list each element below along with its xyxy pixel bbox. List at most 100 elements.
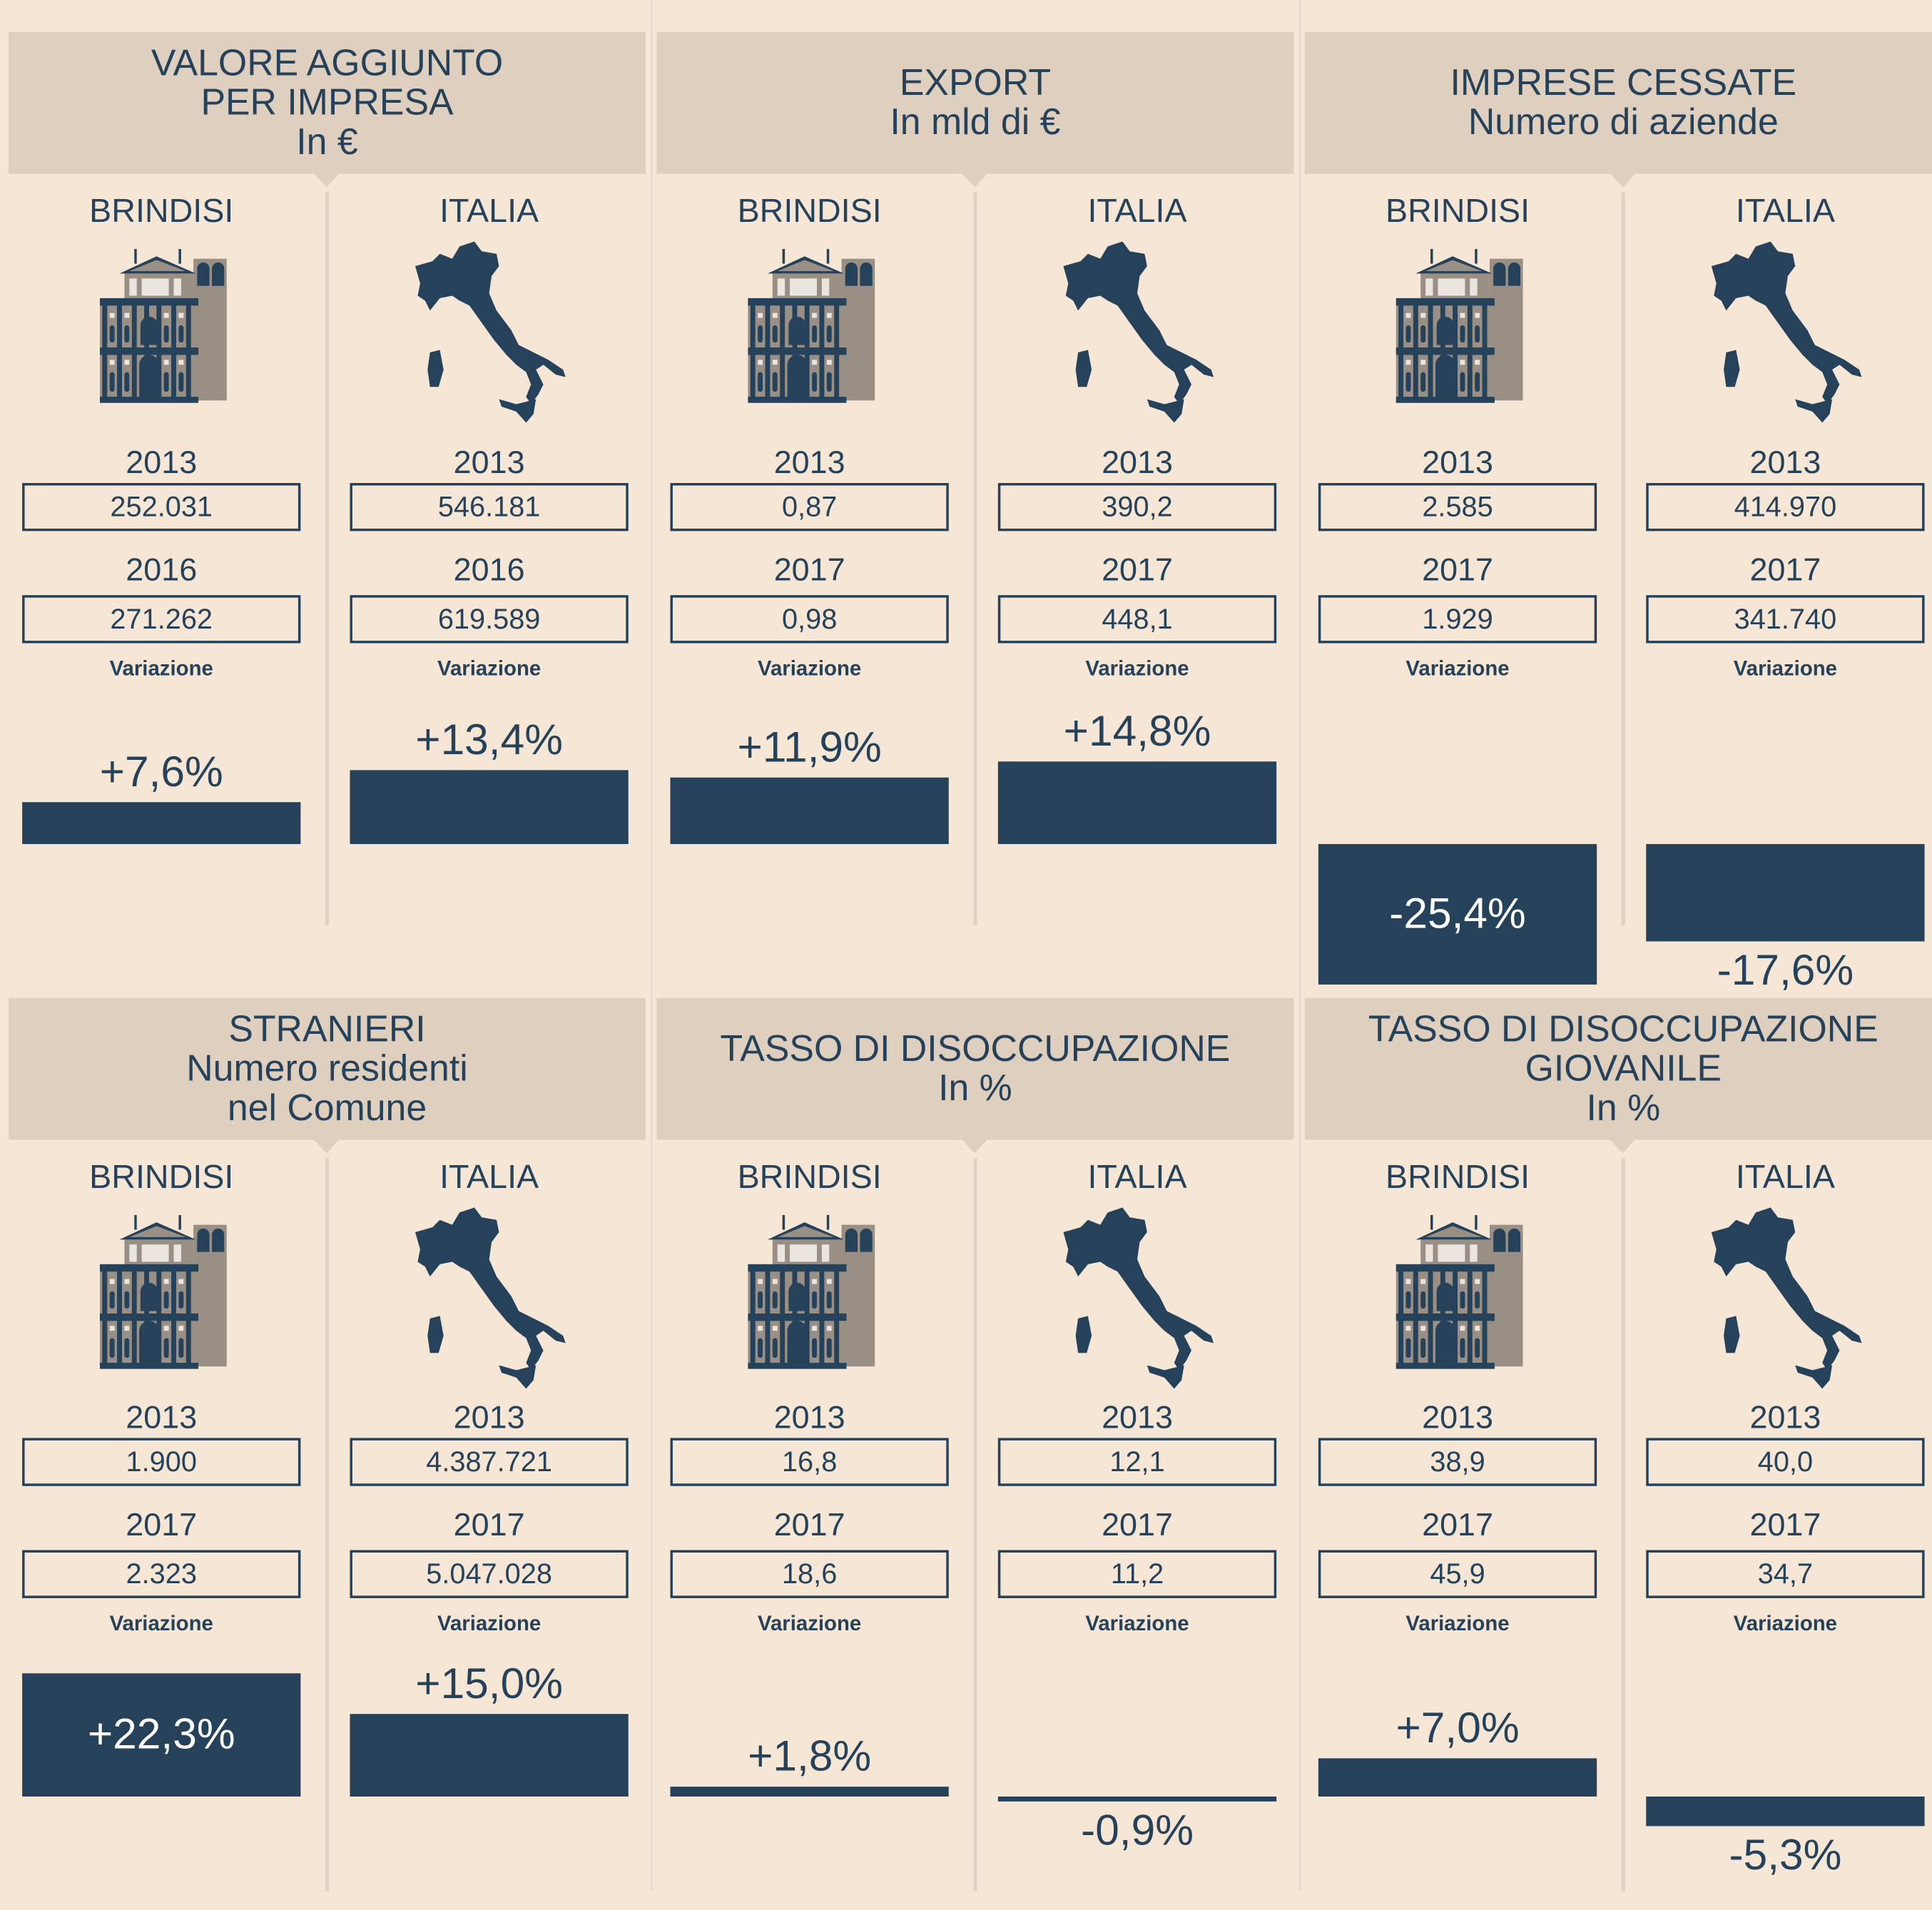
italy-map-icon [415,241,569,430]
year-label: 2017 [1749,550,1821,588]
variation-label: Variazione [1405,656,1510,681]
variation-value: +11,9% [737,723,882,772]
year-label: 2013 [1102,443,1173,481]
variation-value: +7,6% [99,747,223,796]
value-box: 619.589 [350,595,629,644]
column-label: ITALIA [1087,192,1187,230]
variation-label: Variazione [1405,1611,1510,1635]
column-italia: ITALIA 2013 390,2 2017 448,1 Variazione +14,8… [997,32,1277,944]
column-brindisi: BRINDISI 2013 2.585 2017 1.929 Variazione -25… [1318,32,1597,985]
indicator-panel: IMPRESE CESSATE Numero di aziende BRINDISI… [1304,31,1932,995]
column-brindisi: BRINDISI 2013 38,9 2017 45,9 Variazione +7,0% [1318,998,1597,1910]
column-divider [1621,192,1625,925]
column-label: ITALIA [1735,1158,1835,1196]
panel-title-line: Numero residenti [186,1047,468,1089]
panel-header: STRANIERI Numero residenti nel Comune [9,997,646,1140]
variation-bar [997,1796,1277,1802]
column-italia: ITALIA 2013 546.181 2016 619.589 Variazione +… [350,32,629,944]
variation-value: -0,9% [1081,1806,1194,1855]
indicator-panel: EXPORT In mld di € BRINDISI 2013 0,87 2017 0,… [656,31,1294,944]
panel-title-line: STRANIERI [228,1008,426,1050]
column-brindisi: BRINDISI 2013 252.031 2016 271.262 Variazion… [22,32,301,944]
panel-separator [650,0,654,1891]
value-box: 0,87 [670,482,949,532]
variation-value: +7,0% [1395,1703,1520,1752]
value-box: 38,9 [1318,1438,1597,1486]
value-box: 448,1 [997,595,1277,644]
value-box: 271.262 [22,595,301,644]
variation-label: Variazione [109,1611,213,1635]
panel-title-line: IMPRESE CESSATE [1450,62,1797,103]
panel-header: EXPORT In mld di € [656,31,1294,174]
variation-value: -5,3% [1729,1831,1842,1879]
value-box: 18,6 [670,1550,949,1598]
variation-value: -25,4% [1389,890,1526,938]
year-label: 2013 [1102,1398,1173,1436]
panel-header: VALORE AGGIUNTO PER IMPRESA In € [9,31,646,174]
column-divider [973,1158,977,1891]
column-label: ITALIA [439,1158,539,1196]
year-label: 2013 [453,443,525,481]
header-pointer [962,1139,987,1154]
value-box: 12,1 [997,1438,1277,1486]
column-label: ITALIA [1735,192,1835,230]
variation-value: +14,8% [1063,707,1211,756]
column-label: ITALIA [1087,1158,1187,1196]
building-icon [1395,248,1525,410]
variation-bar [22,801,301,844]
variation-bar [350,769,629,844]
year-label: 2017 [1422,1505,1493,1543]
building-icon [748,1214,877,1376]
value-box: 11,2 [997,1550,1277,1598]
italy-map-icon [1711,241,1866,430]
panel-header: TASSO DI DISOCCUPAZIONE In % [656,997,1294,1140]
value-box: 252.031 [22,482,301,532]
column-label: BRINDISI [737,1158,882,1196]
column-italia: ITALIA 2013 40,0 2017 34,7 Variazione -5,3% [1646,998,1925,1910]
variation-bar [1646,843,1925,942]
panel-title-line: TASSO DI DISOCCUPAZIONE [1368,1008,1878,1050]
panel-title-line: PER IMPRESA [200,81,454,123]
variation-bar [670,1786,949,1797]
value-box: 0,98 [670,595,949,644]
year-label: 2017 [773,1505,845,1543]
variation-label: Variazione [1733,1611,1838,1635]
column-brindisi: BRINDISI 2013 0,87 2017 0,98 Variazione +11,9… [670,32,949,944]
year-label: 2013 [126,443,198,481]
variation-label: Variazione [437,1611,542,1635]
header-pointer [314,173,339,188]
value-box: 2.585 [1318,482,1597,532]
value-box: 34,7 [1646,1550,1925,1598]
value-box: 341.740 [1646,595,1925,644]
building-icon [1395,1214,1525,1376]
variation-bar [997,761,1277,844]
year-label: 2013 [1749,1398,1821,1436]
panel-title-line: In € [296,121,358,163]
column-label: BRINDISI [1385,1158,1530,1196]
indicator-panel: TASSO DI DISOCCUPAZIONE In % BRINDISI 2013… [656,997,1294,1910]
year-label: 2016 [126,550,198,588]
variation-value: -17,6% [1717,946,1854,995]
column-italia: ITALIA 2013 414.970 2017 341.740 Variazione -… [1646,32,1925,995]
panel-title-line: nel Comune [227,1087,427,1129]
variation-label: Variazione [757,656,862,681]
year-label: 2013 [1749,443,1821,481]
building-icon [99,248,229,410]
year-label: 2017 [1102,550,1173,588]
column-label: BRINDISI [1385,192,1530,230]
value-box: 16,8 [670,1438,949,1486]
panel-title-line: Numero di aziende [1468,101,1779,143]
column-brindisi: BRINDISI 2013 1.900 2017 2.323 Variazione +22… [22,998,301,1910]
panel-title-line: In % [938,1067,1012,1109]
column-italia: ITALIA 2013 12,1 2017 11,2 Variazione -0,9% [997,998,1277,1910]
variation-value: +22,3% [87,1710,235,1759]
italy-map-icon [1063,241,1218,430]
column-label: BRINDISI [737,192,882,230]
year-label: 2017 [126,1505,198,1543]
year-label: 2016 [453,550,525,588]
header-pointer [962,173,987,188]
column-divider [973,192,977,925]
header-pointer [1610,173,1635,188]
column-label: BRINDISI [89,192,234,230]
